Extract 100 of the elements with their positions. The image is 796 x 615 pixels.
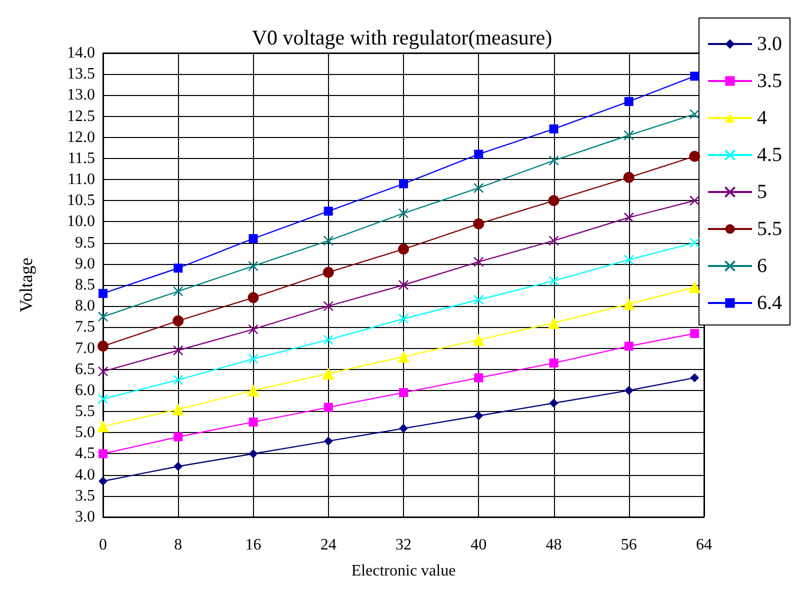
point bbox=[98, 340, 108, 352]
point bbox=[248, 418, 258, 427]
point bbox=[549, 124, 558, 134]
point bbox=[324, 402, 333, 412]
point bbox=[398, 244, 409, 255]
point bbox=[548, 195, 560, 206]
point bbox=[474, 373, 484, 382]
point bbox=[172, 315, 184, 326]
point bbox=[248, 354, 258, 364]
y-tick-label: 4.0 bbox=[75, 466, 95, 484]
legend-label: 6.4 bbox=[757, 292, 782, 314]
legend-label: 4 bbox=[757, 107, 767, 129]
point bbox=[174, 264, 183, 273]
y-tick-label: 4.5 bbox=[75, 445, 95, 462]
point bbox=[98, 449, 108, 458]
y-tick-label: 14.0 bbox=[67, 44, 95, 62]
point bbox=[398, 280, 409, 290]
x-axis-title: Electronic value bbox=[351, 562, 456, 580]
point bbox=[323, 236, 334, 246]
point bbox=[624, 97, 634, 106]
point bbox=[622, 298, 635, 310]
point bbox=[689, 238, 700, 248]
point bbox=[324, 206, 333, 216]
point bbox=[689, 109, 700, 120]
point bbox=[398, 208, 409, 218]
point bbox=[474, 411, 484, 420]
point bbox=[624, 130, 634, 140]
point bbox=[399, 179, 408, 188]
point bbox=[98, 394, 108, 404]
point bbox=[172, 286, 184, 296]
point bbox=[398, 350, 410, 363]
point bbox=[97, 420, 109, 432]
y-axis-title: Voltage bbox=[16, 258, 36, 312]
legend-label: 3.0 bbox=[757, 33, 782, 55]
x-tick-label: 32 bbox=[396, 536, 412, 554]
point bbox=[172, 403, 184, 416]
point bbox=[98, 366, 108, 377]
y-tick-label: 13.5 bbox=[67, 66, 95, 83]
y-tick-label: 11.5 bbox=[68, 150, 95, 167]
point bbox=[324, 436, 333, 446]
y-tick-label: 13.0 bbox=[67, 86, 95, 104]
point bbox=[548, 276, 559, 286]
point bbox=[624, 254, 634, 265]
y-tick-label: 3.0 bbox=[75, 508, 95, 526]
point bbox=[248, 260, 258, 272]
point bbox=[322, 368, 334, 380]
y-tick-label: 8.5 bbox=[75, 276, 95, 294]
y-tick-label: 7.5 bbox=[75, 318, 95, 336]
point bbox=[322, 266, 334, 278]
x-tick-label: 48 bbox=[546, 536, 562, 554]
point bbox=[690, 329, 700, 338]
y-tick-label: 12.0 bbox=[67, 128, 95, 146]
point bbox=[623, 172, 634, 183]
point bbox=[323, 300, 334, 312]
point bbox=[247, 384, 260, 396]
point bbox=[690, 72, 700, 81]
x-tick-label: 24 bbox=[320, 536, 336, 554]
legend-label: 6 bbox=[757, 255, 767, 277]
legend-label: 5 bbox=[757, 181, 767, 203]
point bbox=[624, 386, 634, 395]
y-tick-label: 7.0 bbox=[75, 340, 95, 357]
point bbox=[690, 373, 700, 382]
y-tick-label: 5.5 bbox=[75, 403, 95, 420]
y-tick-label: 12.5 bbox=[67, 108, 95, 125]
legend-label: 3.5 bbox=[757, 70, 782, 92]
point bbox=[248, 324, 258, 334]
point bbox=[172, 345, 184, 356]
y-tick-label: 10.5 bbox=[67, 192, 95, 210]
point bbox=[549, 398, 558, 408]
x-tick-label: 0 bbox=[99, 536, 107, 554]
point bbox=[398, 314, 409, 324]
point bbox=[474, 150, 484, 159]
legend-label: 5.5 bbox=[757, 218, 782, 240]
point bbox=[548, 155, 559, 166]
point bbox=[472, 334, 485, 346]
y-tick-label: 8.0 bbox=[75, 298, 95, 315]
chart-title: V0 voltage with regulator(measure) bbox=[252, 26, 552, 50]
point bbox=[98, 476, 108, 486]
x-tick-label: 16 bbox=[245, 536, 262, 554]
x-tick-label: 56 bbox=[620, 536, 637, 554]
point bbox=[399, 424, 408, 433]
y-tick-label: 5.0 bbox=[75, 424, 95, 442]
point bbox=[689, 150, 700, 162]
y-tick-label: 9.5 bbox=[75, 234, 95, 252]
point bbox=[473, 294, 484, 305]
point bbox=[473, 182, 484, 194]
point bbox=[399, 388, 408, 398]
legend-label: 4.5 bbox=[757, 144, 782, 166]
point bbox=[98, 311, 108, 322]
point bbox=[248, 449, 258, 458]
point bbox=[689, 195, 700, 206]
point bbox=[548, 316, 560, 329]
point bbox=[549, 358, 558, 368]
x-tick-label: 8 bbox=[174, 536, 182, 554]
y-tick-label: 6.0 bbox=[75, 382, 95, 399]
y-tick-label: 11.0 bbox=[68, 171, 95, 188]
y-tick-label: 10.0 bbox=[67, 213, 95, 230]
x-tick-label: 40 bbox=[470, 536, 487, 554]
point bbox=[172, 374, 184, 386]
point bbox=[548, 236, 559, 246]
